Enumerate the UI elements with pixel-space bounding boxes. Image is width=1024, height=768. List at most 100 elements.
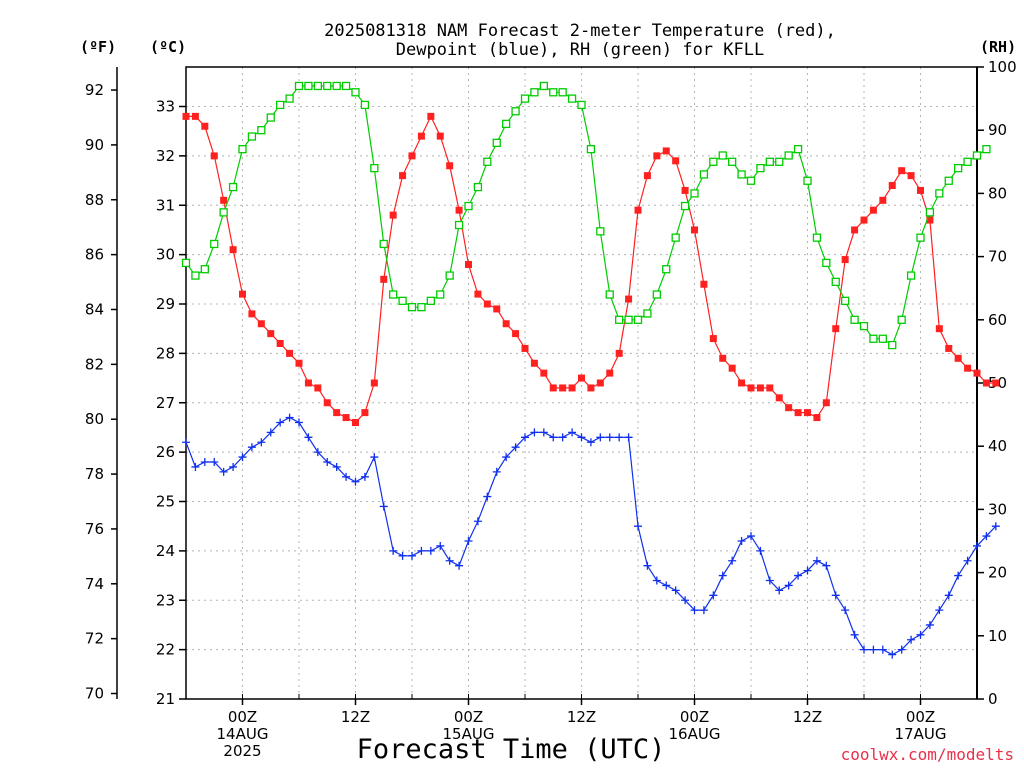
temp-point xyxy=(276,340,284,347)
rh-point xyxy=(718,151,727,160)
dewpoint-point xyxy=(596,433,605,442)
rh-tick-label: 0 xyxy=(988,690,998,708)
temp-point xyxy=(917,186,924,194)
dewpoint-point xyxy=(690,606,699,615)
dewpoint-point xyxy=(878,645,887,654)
dewpoint-point xyxy=(728,556,737,565)
temp-point xyxy=(191,112,199,120)
dewpoint-point xyxy=(342,472,351,481)
temp-point xyxy=(672,157,680,165)
temp-line xyxy=(186,115,996,424)
dewpoint-point xyxy=(238,453,247,462)
fahrenheit-tick-label: 88 xyxy=(85,191,104,209)
time-tick-label: 00Z xyxy=(906,708,935,726)
dewpoint-point xyxy=(351,477,360,486)
rh-point xyxy=(558,88,567,97)
temp-point xyxy=(389,211,397,219)
rh-point xyxy=(276,100,285,110)
temp-point xyxy=(756,384,764,392)
temp-point xyxy=(408,152,416,160)
temp-point xyxy=(775,394,783,402)
temp-point xyxy=(540,369,548,377)
dewpoint-point xyxy=(398,551,407,560)
temp-point xyxy=(926,216,934,224)
dewpoint-point xyxy=(615,433,624,442)
celsius-tick-label: 23 xyxy=(156,591,175,609)
dewpoint-point xyxy=(756,546,765,555)
rh-tick-label: 80 xyxy=(988,184,1007,202)
temp-point xyxy=(229,246,237,254)
time-tick-label: 00Z xyxy=(680,708,709,726)
dewpoint-point xyxy=(916,630,925,639)
rh-point xyxy=(191,271,200,280)
rh-point xyxy=(605,290,614,299)
rh-point xyxy=(473,182,483,192)
rh-point xyxy=(596,227,605,236)
temp-point xyxy=(380,275,388,283)
chart-subtitle: Dewpoint (blue), RH (green) for KFLL xyxy=(396,40,764,60)
rh-point xyxy=(680,201,690,211)
temp-point xyxy=(342,414,350,422)
dewpoint-point xyxy=(765,576,774,585)
dewpoint-point xyxy=(285,413,294,422)
dewpoint-point xyxy=(784,581,793,590)
temp-point xyxy=(992,379,1000,387)
fahrenheit-tick-label: 72 xyxy=(85,630,104,648)
temp-point xyxy=(606,369,614,377)
rh-point xyxy=(812,233,822,242)
dewpoint-point xyxy=(963,556,972,565)
temp-point xyxy=(257,320,265,328)
dewpoint-point xyxy=(464,537,473,545)
rh-point xyxy=(502,119,511,129)
time-tick-label: 12Z xyxy=(567,708,596,726)
dewpoint-point xyxy=(643,561,652,570)
dewpoint-point xyxy=(266,428,275,437)
celsius-tick-label: 30 xyxy=(156,246,175,264)
dewpoint-point xyxy=(699,606,708,615)
fahrenheit-tick-label: 90 xyxy=(85,136,104,154)
rh-point xyxy=(737,170,746,179)
fahrenheit-axis-label: (ºF) xyxy=(80,38,116,56)
dewpoint-point xyxy=(521,433,529,442)
rh-point xyxy=(539,81,548,91)
rh-point xyxy=(841,296,850,305)
rh-point xyxy=(398,296,407,305)
dewpoint-point xyxy=(634,522,642,531)
temp-point xyxy=(333,409,341,417)
rh-point xyxy=(633,315,643,324)
temp-point xyxy=(455,206,463,214)
dewpoint-point xyxy=(624,433,633,442)
time-tick-label: 15AUG xyxy=(443,725,495,743)
dewpoint-point xyxy=(822,561,831,570)
celsius-tick-label: 21 xyxy=(156,690,175,708)
dewpoint-point xyxy=(247,443,256,452)
temp-point xyxy=(323,399,331,407)
dewpoint-point xyxy=(492,467,501,476)
temp-point xyxy=(785,404,793,412)
dewpoint-point xyxy=(586,438,595,447)
temp-point xyxy=(512,330,520,338)
rh-point xyxy=(210,239,219,249)
dewpoint-point xyxy=(313,448,322,457)
temp-point xyxy=(766,384,774,392)
dewpoint-point xyxy=(982,532,991,541)
temp-point xyxy=(370,379,378,387)
temp-point xyxy=(898,167,906,175)
rh-point xyxy=(982,145,991,154)
rh-point xyxy=(944,176,953,185)
temp-point xyxy=(982,379,990,387)
dewpoint-point xyxy=(511,443,520,452)
dewpoint-point xyxy=(483,492,492,501)
celsius-tick-label: 27 xyxy=(156,394,175,412)
fahrenheit-tick-label: 86 xyxy=(85,246,104,264)
dewpoint-point xyxy=(379,502,388,511)
rh-point xyxy=(549,88,558,97)
rh-point xyxy=(699,170,709,179)
temp-point xyxy=(465,261,472,268)
rh-point xyxy=(728,157,737,166)
temp-point xyxy=(587,384,595,392)
temp-point xyxy=(625,295,633,303)
rh-point xyxy=(765,157,774,166)
dewpoint-point xyxy=(370,453,379,462)
temp-point xyxy=(267,330,275,338)
